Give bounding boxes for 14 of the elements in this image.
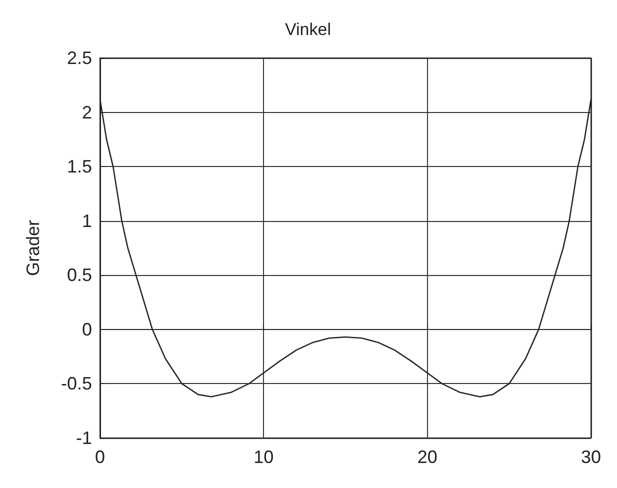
x-tick-label: 0 (94, 447, 106, 467)
y-tick-label: 2.5 (66, 48, 92, 68)
chart-title: Vinkel (285, 20, 331, 39)
x-tick-label: 10 (254, 447, 274, 467)
y-tick-label: 0.5 (66, 265, 92, 286)
y-tick-label: 1.5 (66, 156, 92, 177)
y-tick-label: 1 (82, 210, 92, 231)
x-tick-label: 30 (580, 447, 602, 467)
y-tick-label: -0.5 (60, 374, 92, 394)
x-tick-label: 20 (417, 447, 438, 467)
y-tick-label: 2 (82, 102, 92, 122)
y-axis-title: Grader (23, 220, 43, 276)
y-tick-label: -1 (76, 428, 92, 448)
y-tick-label: 0 (82, 319, 92, 340)
